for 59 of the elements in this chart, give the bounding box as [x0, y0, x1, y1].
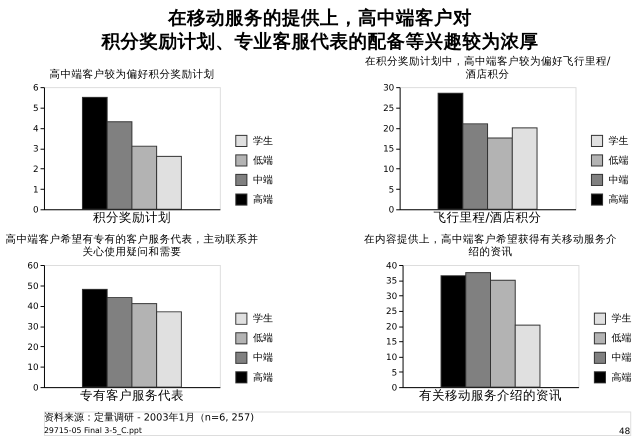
legend-label: 低端 — [612, 332, 632, 344]
y-tick-label: 5 — [33, 104, 39, 114]
legend-label: 学生 — [253, 312, 274, 325]
y-tick-label: 40 — [27, 302, 39, 312]
legend-label: 中端 — [612, 352, 632, 364]
y-tick-label: 0 — [392, 384, 398, 394]
y-tick-label: 25 — [386, 307, 398, 318]
y-tick-label: 60 — [27, 261, 39, 272]
chart-title: 在内容提供上，高中端客户希望获得有关移动服务介绍的资讯 — [364, 232, 618, 258]
y-tick-label: 25 — [383, 104, 394, 114]
legend-label: 低端 — [253, 154, 274, 166]
y-tick-label: 30 — [386, 292, 398, 302]
y-tick-label: 0 — [388, 206, 394, 216]
legend-label: 低端 — [253, 332, 274, 344]
y-tick-label: 4 — [33, 124, 39, 134]
y-tick-label: 15 — [383, 144, 394, 155]
y-tick-label: 50 — [27, 282, 39, 292]
y-tick-label: 2 — [33, 165, 39, 176]
x-tick-label: 有关移动服务介绍的资讯 — [419, 387, 562, 402]
y-tick-label: 20 — [383, 124, 394, 134]
legend-label: 高端 — [253, 193, 274, 206]
y-tick-label: 20 — [27, 342, 39, 353]
y-tick-label: 0 — [33, 384, 39, 394]
text: 资料来源：定量调研 - 2003年1月（n=6, 257) — [44, 411, 254, 424]
y-tick-label: 5 — [392, 368, 398, 378]
legend-label: 中端 — [608, 174, 629, 186]
y-tick-label: 40 — [386, 261, 398, 272]
x-tick-label: 飞行里程/酒店积分 — [433, 210, 542, 225]
y-tick-label: 30 — [383, 84, 394, 94]
legend-label: 学生 — [608, 134, 629, 147]
y-tick-label: 1 — [33, 185, 39, 196]
text: 29715-05 Final 3-5_C.ppt — [44, 426, 142, 436]
y-tick-label: 10 — [386, 353, 398, 364]
y-tick-label: 3 — [33, 144, 39, 155]
chart-title: 高中端客户较为偏好积分奖励计划 — [49, 67, 214, 80]
x-tick-label: 专有客户服务代表 — [80, 387, 184, 402]
legend-label: 低端 — [608, 154, 629, 166]
y-tick-label: 10 — [383, 165, 394, 176]
y-tick-label: 20 — [386, 322, 398, 332]
chart-title: 高中端客户希望有专有的客户服务代表，主动联系并关心使用疑问和需要 — [5, 232, 258, 258]
text: 在移动服务的提供上，高中端客户对 — [166, 7, 472, 30]
legend-label: 中端 — [253, 174, 274, 186]
legend-label: 高端 — [612, 371, 632, 384]
y-tick-label: 35 — [386, 276, 398, 287]
legend-label: 学生 — [612, 312, 632, 325]
text: 积分奖励计划、专业客服代表的配备等兴趣较为浓厚 — [100, 30, 538, 53]
legend-label: 高端 — [253, 371, 274, 384]
legend-label: 中端 — [253, 352, 274, 364]
y-tick-label: 15 — [386, 338, 398, 348]
chart-title: 在积分奖励计划中，高中端客户较为偏好飞行里程/酒店积分 — [364, 54, 611, 80]
text: 48 — [619, 427, 630, 438]
legend-label: 学生 — [253, 134, 274, 147]
y-tick-label: 0 — [33, 206, 39, 216]
y-tick-label: 30 — [27, 322, 39, 332]
y-tick-label: 5 — [388, 185, 394, 196]
y-tick-label: 10 — [27, 363, 39, 374]
legend-label: 高端 — [608, 193, 629, 206]
x-tick-label: 积分奖励计划 — [92, 210, 171, 225]
y-tick-label: 6 — [33, 84, 39, 94]
